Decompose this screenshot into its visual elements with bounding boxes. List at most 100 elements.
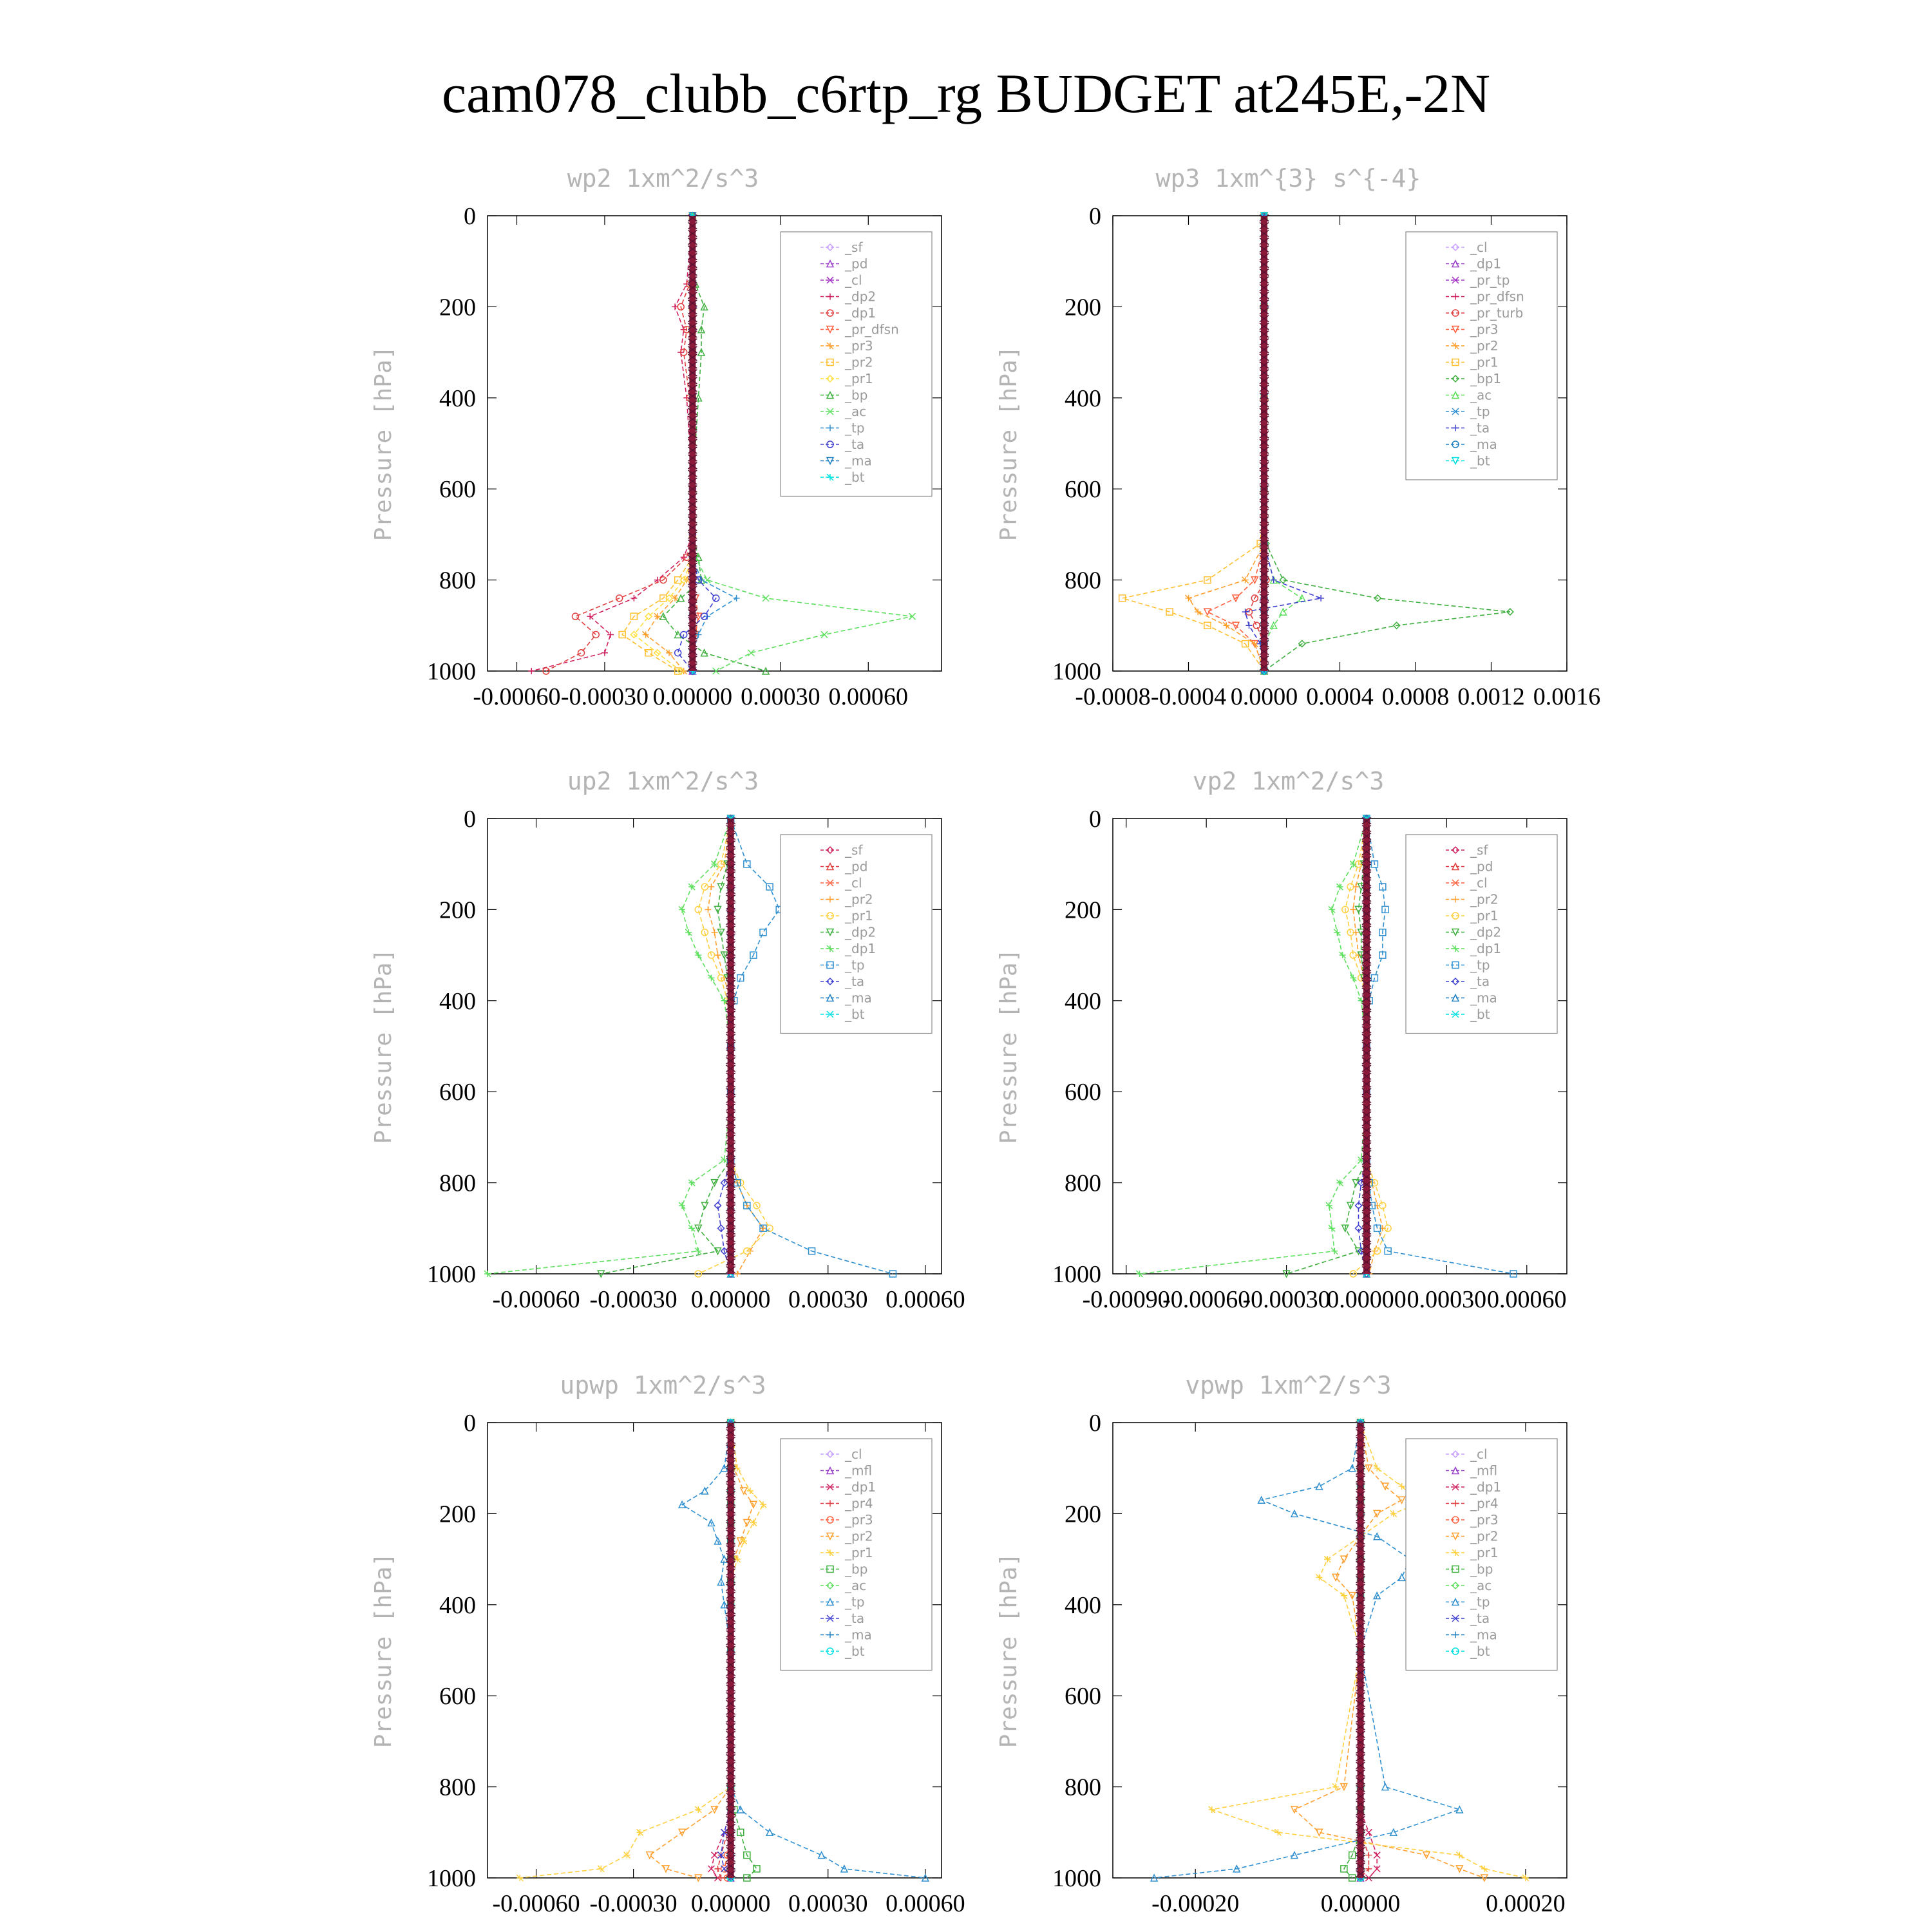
data-point	[1522, 1874, 1530, 1882]
zero-marker	[726, 1839, 736, 1847]
zero-marker	[687, 307, 697, 315]
data-point	[750, 1519, 757, 1527]
zero-marker	[1356, 1630, 1365, 1638]
zero-marker	[726, 1196, 736, 1204]
zero-marker	[1361, 902, 1372, 910]
x-tick-label: 0.00060	[886, 1286, 965, 1313]
y-axis-label: Pressure [hPa]	[370, 949, 397, 1144]
zero-marker	[1356, 1483, 1365, 1491]
data-point	[720, 1600, 728, 1609]
zero-marker	[1259, 292, 1269, 299]
zero-marker	[687, 229, 697, 238]
zero-marker	[1361, 1211, 1372, 1220]
zero-marker	[1361, 1173, 1372, 1181]
data-point	[708, 884, 715, 891]
zero-marker	[1259, 570, 1269, 578]
legend-marker	[1451, 243, 1460, 252]
data-point	[1325, 1202, 1333, 1209]
legend-label: _pd	[844, 859, 867, 875]
zero-marker	[1259, 276, 1269, 284]
data-point	[1318, 594, 1325, 601]
data-point	[1349, 1270, 1357, 1278]
data-point	[674, 649, 682, 657]
series-pr2	[618, 212, 697, 675]
panel-title: wp2 1xm^2/s^3	[567, 164, 759, 193]
legend-label: _pr_turb	[1470, 305, 1523, 321]
zero-marker	[1361, 980, 1372, 987]
legend-item: _pd	[820, 859, 867, 875]
data-point	[1279, 607, 1287, 616]
zero-marker	[726, 1599, 736, 1607]
data-point	[1372, 1591, 1381, 1600]
data-point	[714, 1201, 722, 1210]
data-point	[659, 594, 667, 602]
y-tick-label: 1000	[427, 1865, 476, 1892]
y-tick-label: 400	[439, 385, 476, 412]
y-tick-label: 800	[439, 1170, 476, 1197]
zero-marker	[1361, 972, 1372, 980]
zero-marker	[1361, 856, 1372, 864]
legend-marker	[1451, 846, 1460, 855]
zero-marker	[726, 1258, 736, 1266]
zero-marker	[687, 222, 697, 230]
data-point	[1392, 621, 1401, 630]
legend-item: _tp	[820, 1595, 865, 1610]
legend-label: _pr3	[844, 1512, 873, 1528]
zero-marker	[726, 1088, 736, 1095]
legend-item: _dp1	[820, 941, 876, 956]
legend-item: _ta	[820, 1611, 864, 1626]
series-line	[1344, 818, 1388, 1274]
zero-marker	[726, 1800, 736, 1808]
data-point	[1279, 576, 1287, 584]
y-tick-label: 200	[439, 1501, 476, 1528]
legend-item: _pr_turb	[1446, 305, 1523, 321]
data-point	[739, 1487, 748, 1495]
data-point	[688, 883, 696, 891]
zero-marker	[1356, 1738, 1365, 1746]
data-point	[1381, 905, 1389, 914]
zero-marker	[1259, 585, 1269, 594]
data-point	[601, 649, 608, 656]
zero-marker	[726, 1211, 736, 1220]
zero-marker	[1259, 354, 1269, 361]
data-point	[679, 630, 688, 639]
zero-marker	[1361, 995, 1372, 1003]
zero-marker	[1361, 871, 1372, 879]
data-point	[597, 1865, 605, 1873]
zero-marker	[1259, 415, 1269, 423]
zero-marker	[1356, 1669, 1365, 1676]
zero-marker	[687, 593, 697, 601]
data-point	[679, 348, 688, 356]
legend-label: _dp1	[1470, 941, 1501, 956]
zero-marker	[1361, 1157, 1372, 1165]
data-point	[743, 1851, 751, 1859]
legend-marker	[1451, 977, 1460, 986]
legend-item: _pr1	[820, 1545, 873, 1560]
zero-marker	[687, 338, 697, 346]
series-line	[1122, 216, 1265, 672]
legend-label: _dp1	[844, 941, 876, 956]
legend-marker	[1452, 342, 1459, 350]
data-point	[1510, 1270, 1517, 1278]
zero-marker	[726, 1591, 736, 1599]
zero-marker	[687, 330, 697, 338]
legend-item: _sf	[1446, 842, 1488, 858]
zero-marker	[726, 1204, 736, 1212]
zero-marker	[726, 1142, 736, 1150]
data-point	[528, 668, 535, 674]
y-tick-label: 800	[1065, 567, 1101, 594]
legend-label: _ma	[844, 1627, 872, 1643]
data-point	[688, 1224, 696, 1232]
zero-marker	[726, 1452, 736, 1460]
legend-label: _dp1	[1470, 256, 1501, 272]
data-point	[1336, 883, 1344, 891]
data-point	[1347, 929, 1354, 936]
data-point	[587, 613, 594, 620]
legend-label: _mfl	[1470, 1463, 1497, 1479]
panel-title: up2 1xm^2/s^3	[567, 767, 759, 795]
data-point	[1241, 639, 1249, 648]
x-tick-label: -0.00030	[590, 1890, 677, 1917]
zero-marker	[1259, 431, 1269, 439]
legend-marker	[827, 1631, 833, 1638]
zero-marker	[1361, 1103, 1372, 1111]
